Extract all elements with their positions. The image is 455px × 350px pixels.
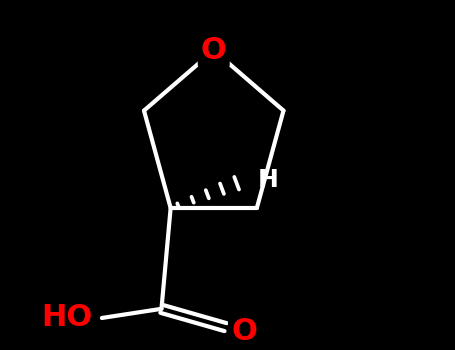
Text: HO: HO <box>41 303 93 332</box>
Text: O: O <box>201 36 227 65</box>
Text: O: O <box>231 317 257 346</box>
Text: H: H <box>258 168 278 192</box>
